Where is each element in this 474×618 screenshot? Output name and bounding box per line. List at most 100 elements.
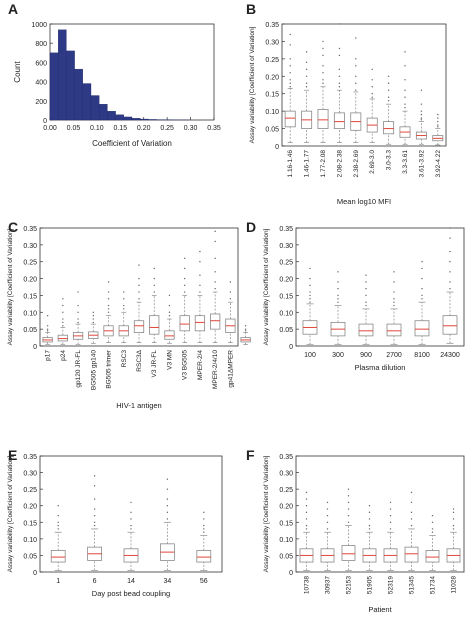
box-flier — [62, 311, 64, 313]
box-flier — [305, 505, 308, 507]
panel-a-ylabel: Count — [13, 61, 22, 83]
box-flier — [153, 267, 155, 270]
box-flier — [166, 505, 169, 507]
box-iqr — [414, 320, 430, 337]
box-flier — [449, 261, 451, 263]
panel-d-ytick-label: 0.20 — [279, 277, 293, 284]
box-flier — [449, 281, 451, 283]
panel-c-ytick-label: 0.15 — [23, 293, 37, 300]
box-flier — [57, 521, 59, 523]
box-flier — [338, 86, 341, 88]
panel-c-label: C — [8, 219, 18, 235]
panel-e-ytick-label: 0.35 — [23, 454, 37, 461]
panel-e-xlabel: Day post bead coupling — [92, 589, 170, 598]
panel-f-category-label: 51345 — [409, 576, 416, 594]
box-flier — [420, 119, 423, 121]
box-iqr — [358, 323, 374, 337]
box-flier — [153, 291, 155, 293]
panel-c-ytick-label: 0.35 — [23, 226, 37, 233]
box-flier — [123, 291, 125, 293]
box-flier — [166, 478, 169, 480]
box-flier — [337, 271, 339, 273]
panel-b-ytick-label: 0.30 — [265, 39, 279, 46]
box-flier — [289, 86, 291, 88]
box-iqr — [404, 546, 419, 563]
box-flier — [46, 325, 49, 327]
box-flier — [305, 528, 308, 530]
panel-c-ytick-label: 0.25 — [23, 260, 37, 267]
panel-f-ytick-label: 0.20 — [279, 504, 293, 511]
box-flier — [404, 106, 406, 109]
box-flier — [93, 514, 96, 517]
box-flier — [420, 89, 423, 91]
panel-f-category-label: 30937 — [325, 576, 332, 594]
box-iqr — [133, 320, 145, 333]
box-flier — [389, 521, 392, 523]
panel-c-category-label: BG505 trimer — [106, 349, 113, 388]
panel-f-category-label: 51734 — [430, 576, 437, 594]
box-flier — [168, 311, 171, 313]
panel-c-category-label: RSC3Δ — [136, 349, 143, 371]
box-flier — [387, 96, 390, 98]
box-flier — [57, 505, 59, 507]
panel-d-category-label: 8100 — [414, 352, 430, 359]
panel-b-ytick-label: 0.10 — [265, 109, 279, 116]
box-flier — [368, 505, 371, 507]
box-flier — [57, 528, 59, 530]
panel-d-frame — [295, 227, 465, 347]
box-flier — [449, 250, 451, 253]
box-iqr — [386, 323, 402, 337]
panel-d-category-label: 2700 — [386, 352, 402, 359]
box-flier — [431, 531, 434, 533]
box-flier — [92, 318, 95, 320]
box-flier — [355, 89, 357, 91]
panel-f-frame — [295, 455, 465, 573]
box-flier — [203, 518, 205, 520]
panel-e-category-label: 56 — [200, 578, 208, 585]
box-flier — [289, 79, 291, 81]
panel-b-category-label: 3.3-3.61 — [402, 150, 409, 174]
panel-a-xtick-label: 0.35 — [207, 125, 221, 132]
box-flier — [365, 274, 367, 276]
box-flier — [168, 304, 171, 307]
box-flier — [338, 23, 341, 25]
panel-c-ytick-label: 0.05 — [23, 327, 37, 334]
box-flier — [289, 33, 291, 36]
box-iqr — [341, 545, 356, 561]
histogram-bar — [99, 104, 108, 121]
box-iqr — [333, 112, 345, 129]
histogram-bar — [58, 29, 67, 121]
box-flier — [153, 277, 155, 280]
box-flier — [199, 284, 201, 287]
box-flier — [322, 72, 324, 74]
box-flier — [326, 508, 329, 510]
histogram-bar — [49, 52, 59, 121]
box-flier — [130, 524, 132, 527]
box-flier — [355, 37, 357, 39]
box-flier — [305, 518, 308, 520]
box-flier — [431, 514, 434, 517]
box-flier — [393, 281, 395, 283]
box-flier — [305, 61, 308, 64]
panel-a-xtick-label: 0.00 — [43, 125, 57, 132]
panel-e-ylabel: Assay variability [Coefficient of Variat… — [7, 455, 14, 572]
box-iqr — [196, 550, 212, 563]
panel-d-ytick-label: 0.15 — [279, 293, 293, 300]
panel-c-frame — [39, 227, 239, 347]
panel-f-xlabel: Patient — [368, 605, 392, 614]
panel-f-category-label: 10738 — [304, 576, 311, 594]
panel-d-xlabel: Plasma dilution — [355, 363, 406, 372]
box-flier — [393, 301, 395, 303]
panel-e-ytick-label: 0.30 — [23, 471, 37, 478]
panel-b-category-label: 3.61-3.92 — [418, 150, 425, 178]
box-flier — [203, 531, 205, 533]
box-flier — [393, 298, 395, 300]
box-flier — [309, 294, 311, 297]
box-flier — [322, 79, 324, 81]
box-flier — [420, 113, 423, 116]
panel-e-frame — [39, 455, 223, 573]
panel-a-xtick-label: 0.05 — [67, 125, 81, 132]
box-flier — [93, 508, 96, 510]
box-flier — [138, 277, 140, 280]
